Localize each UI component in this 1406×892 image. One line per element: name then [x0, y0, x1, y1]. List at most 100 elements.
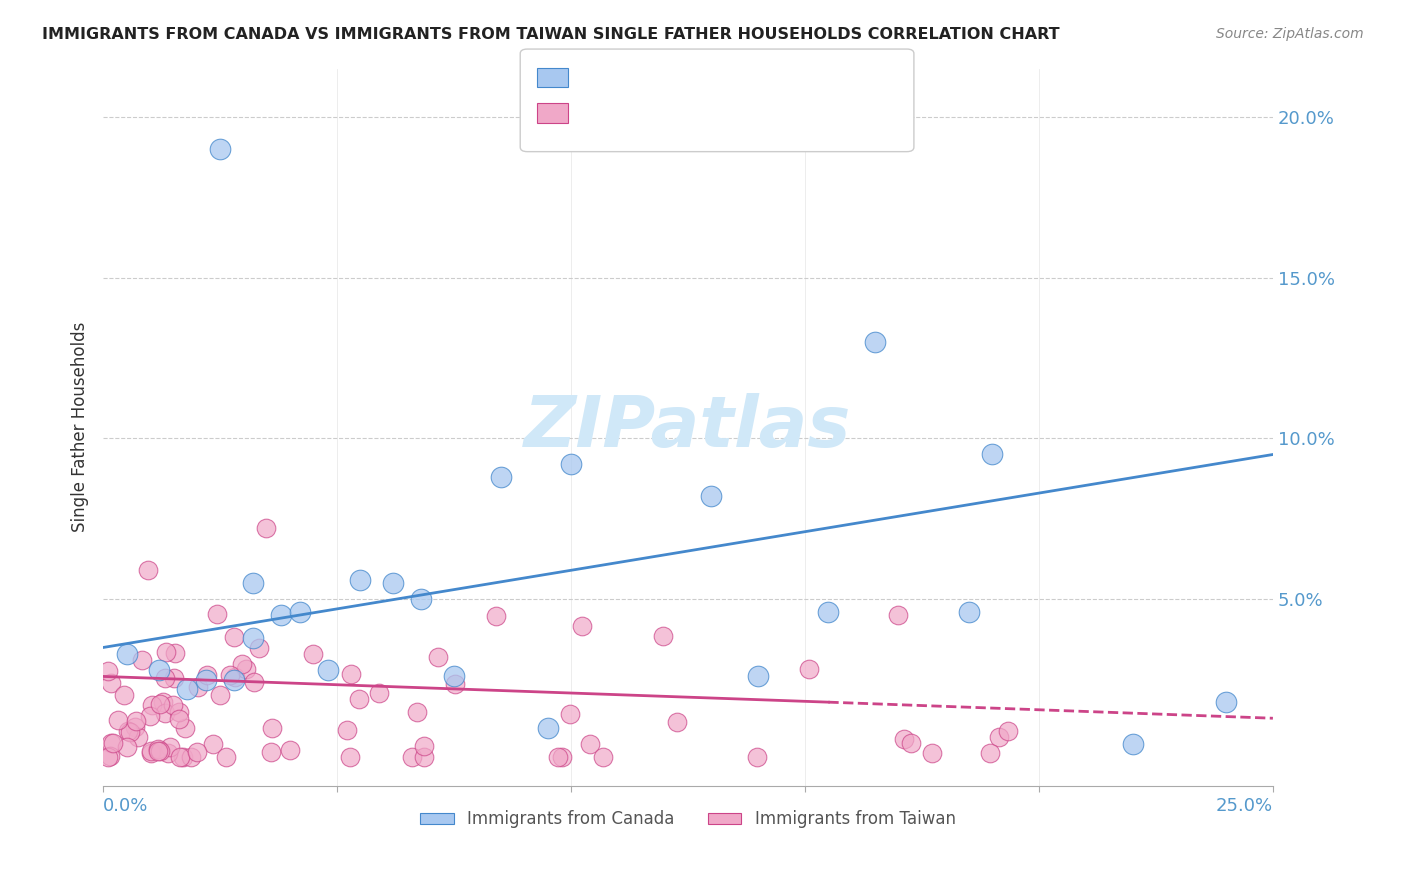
Point — [153, 706, 176, 720]
Legend: Immigrants from Canada, Immigrants from Taiwan: Immigrants from Canada, Immigrants from … — [413, 804, 962, 835]
Point — [117, 724, 139, 739]
Point — [174, 721, 197, 735]
Point — [887, 607, 910, 622]
Point — [592, 749, 614, 764]
Point — [260, 745, 283, 759]
Point — [205, 607, 228, 621]
Point — [349, 573, 371, 587]
Point — [131, 653, 153, 667]
Point — [148, 663, 170, 677]
Point — [382, 576, 405, 591]
Point — [979, 746, 1001, 760]
Point — [401, 749, 423, 764]
Point — [136, 563, 159, 577]
Point — [260, 722, 283, 736]
Point — [235, 662, 257, 676]
Point — [270, 608, 292, 623]
Point — [817, 605, 839, 619]
Point — [215, 749, 238, 764]
Point — [202, 737, 225, 751]
Point — [127, 731, 149, 745]
Point — [139, 743, 162, 757]
Point — [100, 736, 122, 750]
Point — [921, 747, 943, 761]
Point — [547, 749, 569, 764]
Point — [988, 730, 1011, 744]
Point — [1215, 695, 1237, 709]
Point — [224, 670, 246, 684]
Point — [155, 645, 177, 659]
Point — [537, 721, 560, 735]
Point — [195, 673, 218, 687]
Point — [1121, 737, 1143, 751]
Point — [799, 662, 821, 676]
Point — [301, 647, 323, 661]
Point — [176, 682, 198, 697]
Point — [560, 457, 582, 471]
Point — [180, 749, 202, 764]
Point — [125, 714, 148, 728]
Point — [209, 688, 232, 702]
Point — [162, 698, 184, 712]
Point — [148, 744, 170, 758]
Point — [195, 668, 218, 682]
Text: 0.0%: 0.0% — [103, 797, 149, 814]
Point — [443, 669, 465, 683]
Point — [163, 671, 186, 685]
Point — [187, 680, 209, 694]
Point — [231, 657, 253, 671]
Point — [146, 741, 169, 756]
Point — [141, 698, 163, 712]
Point — [893, 732, 915, 747]
Point — [172, 749, 194, 764]
Text: 25.0%: 25.0% — [1216, 797, 1272, 814]
Point — [316, 663, 339, 677]
Point — [280, 743, 302, 757]
Point — [169, 712, 191, 726]
Point — [169, 749, 191, 764]
Point — [747, 669, 769, 683]
Point — [997, 724, 1019, 739]
Point — [550, 749, 572, 764]
Point — [444, 677, 467, 691]
Point — [149, 697, 172, 711]
Point — [222, 630, 245, 644]
Text: R =   0.351   N = 26: R = 0.351 N = 26 — [574, 78, 755, 96]
Point — [98, 749, 121, 764]
Point — [112, 688, 135, 702]
Point — [242, 576, 264, 591]
Point — [209, 142, 232, 156]
Y-axis label: Single Father Households: Single Father Households — [72, 322, 89, 533]
Point — [652, 629, 675, 643]
Point — [97, 665, 120, 679]
Point — [288, 605, 311, 619]
Point — [367, 686, 389, 700]
Point — [186, 745, 208, 759]
Point — [571, 618, 593, 632]
Point — [558, 707, 581, 722]
Point — [115, 739, 138, 754]
Text: ZIPatlas: ZIPatlas — [524, 392, 852, 462]
Text: IMMIGRANTS FROM CANADA VS IMMIGRANTS FROM TAIWAN SINGLE FATHER HOUSEHOLDS CORREL: IMMIGRANTS FROM CANADA VS IMMIGRANTS FRO… — [42, 27, 1060, 42]
Point — [336, 723, 359, 737]
Point — [665, 714, 688, 729]
Text: Source: ZipAtlas.com: Source: ZipAtlas.com — [1216, 27, 1364, 41]
Point — [149, 743, 172, 757]
Point — [745, 749, 768, 764]
Text: R = -0.068   N = 87: R = -0.068 N = 87 — [574, 114, 751, 132]
Point — [413, 749, 436, 764]
Point — [224, 673, 246, 687]
Point — [97, 749, 120, 764]
Point — [247, 640, 270, 655]
Point — [139, 746, 162, 760]
Point — [157, 746, 180, 760]
Point — [101, 736, 124, 750]
Point — [159, 739, 181, 754]
Point — [153, 671, 176, 685]
Point — [169, 705, 191, 719]
Point — [981, 448, 1004, 462]
Point — [163, 646, 186, 660]
Point — [411, 592, 433, 607]
Point — [339, 666, 361, 681]
Point — [406, 705, 429, 719]
